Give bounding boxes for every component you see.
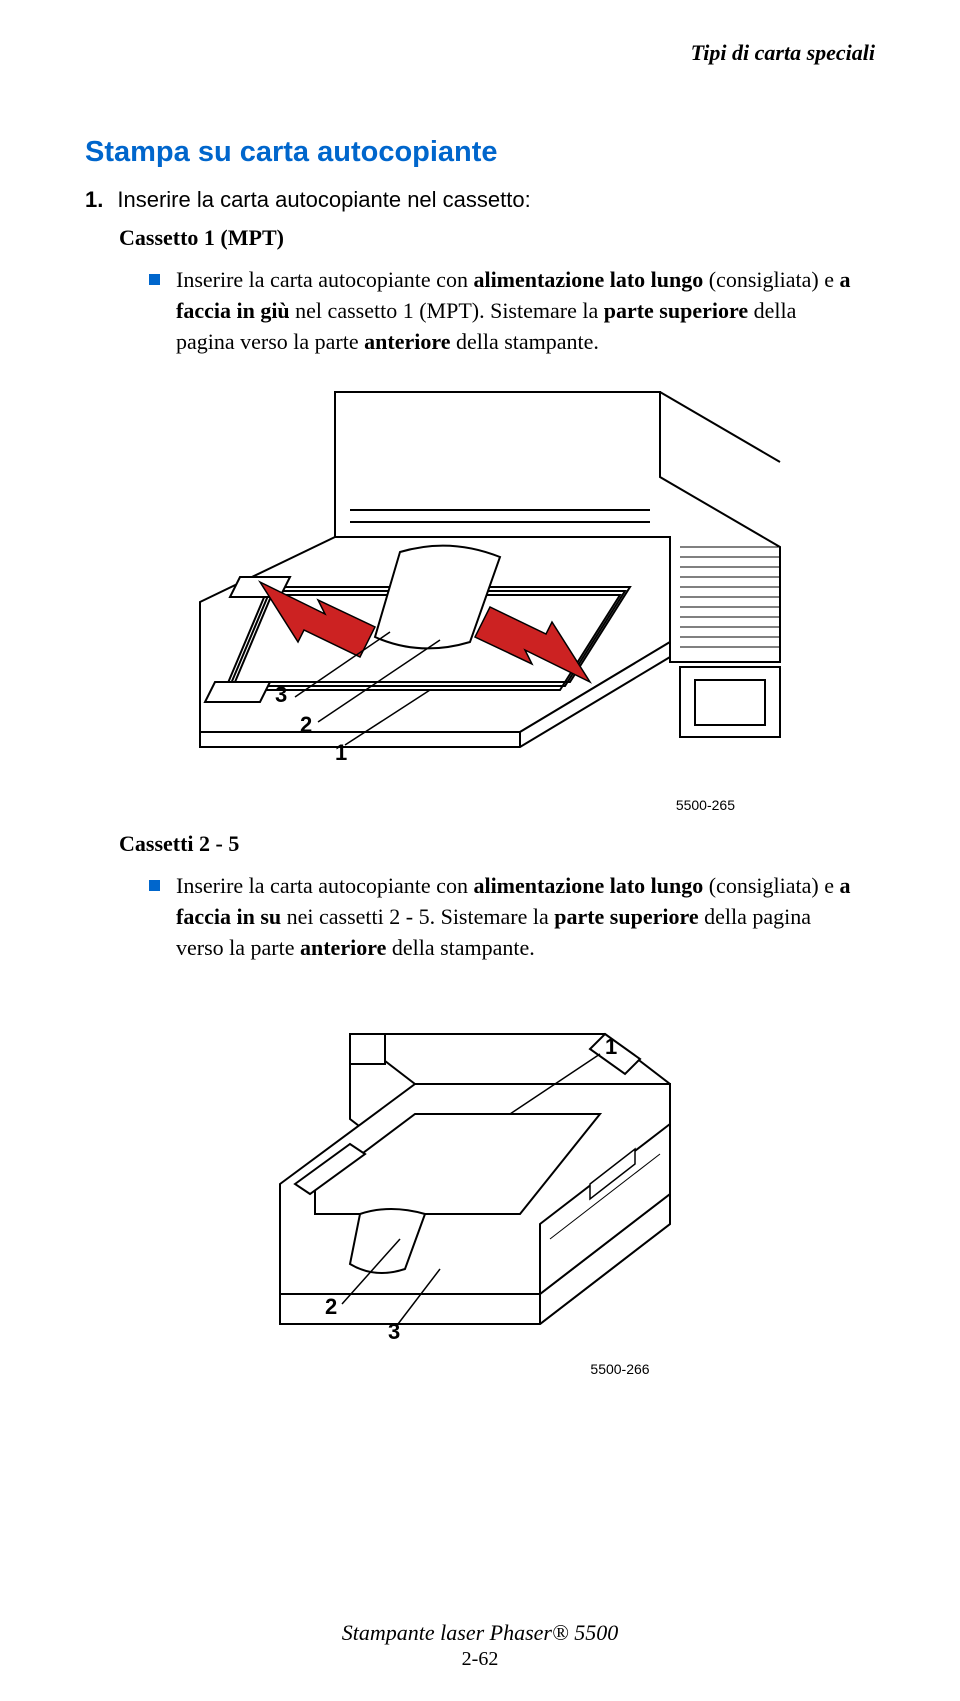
fig1-label-1: 1 [335,740,347,765]
fig1-label-3: 3 [275,682,287,707]
fig1-label-2: 2 [300,712,312,737]
footer-page-number: 2-62 [0,1648,960,1671]
figure-2-caption: 5500-266 [365,1361,875,1377]
step-1: 1. Inserire la carta autocopiante nel ca… [85,187,875,213]
section-title: Stampa su carta autocopiante [85,136,875,169]
fig2-label-3: 3 [388,1319,400,1344]
bullet-cassetti-2-5: Inserire la carta autocopiante con alime… [149,871,855,963]
step-text: Inserire la carta autocopiante nel casse… [117,187,530,213]
page-footer: Stampante laser Phaser® 5500 2-62 [0,1620,960,1671]
figure-1: 3 2 1 [85,382,875,792]
step-number: 1. [85,187,103,213]
figure-1-caption: 5500-265 [85,797,735,813]
page-header-right: Tipi di carta speciali [85,40,875,66]
figure-2: 1 2 3 [85,989,875,1349]
bullet-icon [149,880,160,891]
bullet-text-2: Inserire la carta autocopiante con alime… [176,871,855,963]
bullet-icon [149,274,160,285]
fig2-label-1: 1 [605,1034,617,1059]
footer-product: Stampante laser Phaser® 5500 [0,1620,960,1646]
fig2-label-2: 2 [325,1294,337,1319]
subheading-cassetti-2-5: Cassetti 2 - 5 [119,831,875,857]
subheading-cassetto-1: Cassetto 1 (MPT) [119,225,875,251]
bullet-cassetto-1: Inserire la carta autocopiante con alime… [149,265,855,357]
bullet-text-1: Inserire la carta autocopiante con alime… [176,265,855,357]
